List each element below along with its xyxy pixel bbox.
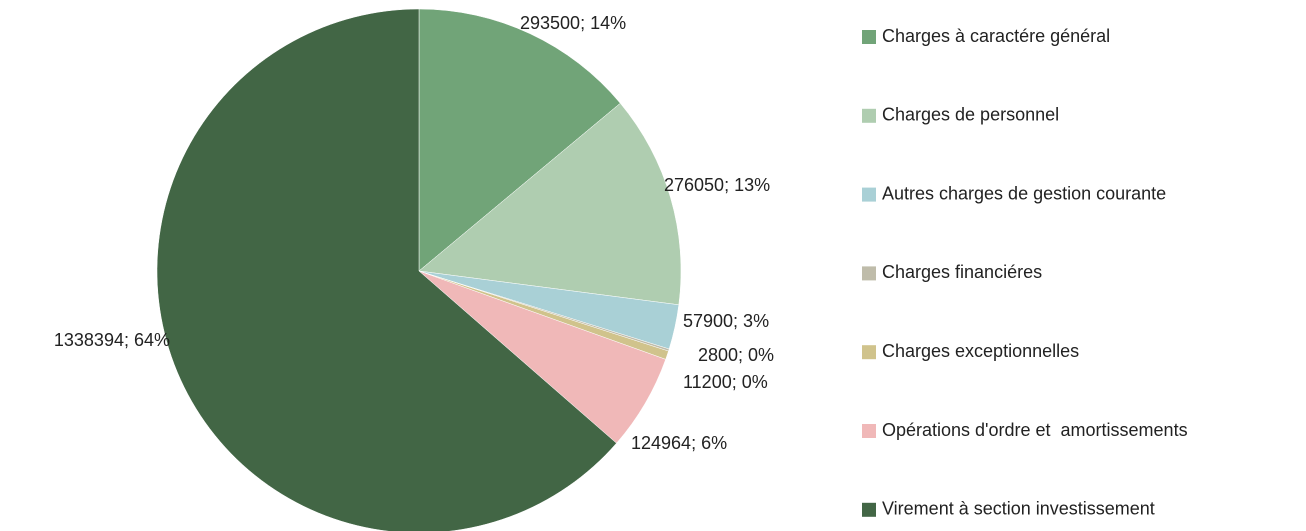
legend-swatch	[862, 424, 876, 438]
data-label: 124964; 6%	[631, 433, 727, 453]
data-label: 1338394; 64%	[54, 330, 170, 350]
pie-slice	[156, 8, 617, 531]
pie-slice	[418, 8, 621, 272]
legend-swatch	[862, 502, 876, 517]
legend-label: Charges exceptionnelles	[882, 341, 1079, 361]
legend-label: Charges de personnel	[882, 105, 1059, 125]
legend-swatch	[862, 30, 876, 44]
pie-slice	[418, 102, 682, 306]
data-label: 2800; 0%	[698, 345, 774, 365]
legend-label: Charges à caractére général	[882, 26, 1110, 46]
data-label: 293500; 14%	[520, 13, 626, 33]
legend-label: Opérations d'ordre et amortissements	[882, 420, 1188, 440]
data-label: 11200; 0%	[683, 372, 768, 392]
legend-label: Virement à section investissement	[882, 499, 1155, 519]
legend-label: Autres charges de gestion courante	[882, 183, 1166, 203]
legend-swatch	[862, 108, 876, 123]
data-label: 57900; 3%	[683, 311, 769, 331]
data-label: 276050; 13%	[664, 175, 770, 195]
legend-swatch	[862, 187, 876, 202]
legend-swatch	[862, 345, 876, 360]
legend-swatch	[862, 266, 876, 281]
legend-label: Charges financiéres	[882, 262, 1042, 282]
